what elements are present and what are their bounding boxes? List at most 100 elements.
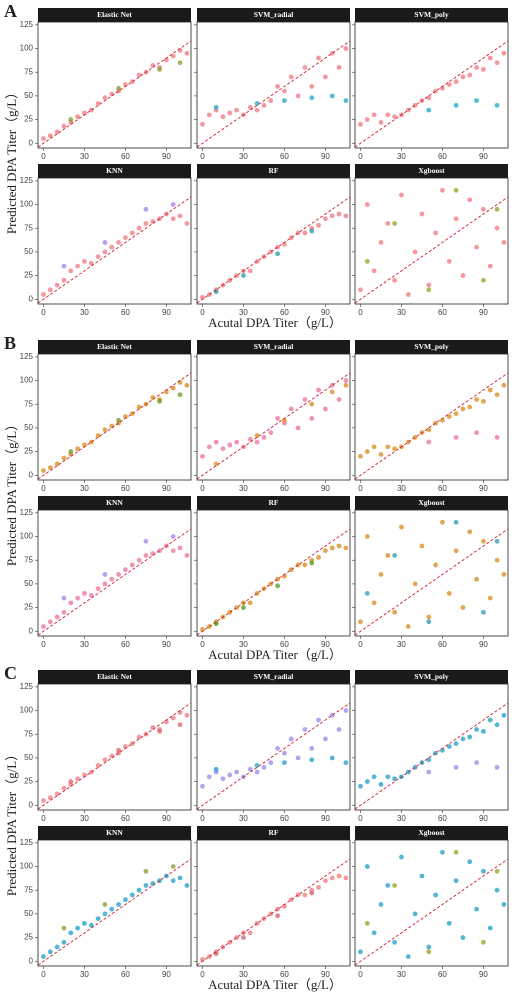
x-tick-label: 90 <box>321 308 330 317</box>
point <box>254 107 260 113</box>
point <box>481 609 486 615</box>
x-axis-label: Acutal DPA Titer（g/L） <box>208 647 342 662</box>
point <box>309 560 315 566</box>
point <box>336 397 342 402</box>
plot-area <box>354 353 509 481</box>
point <box>275 746 280 751</box>
reference-line <box>354 702 509 810</box>
point <box>494 722 500 728</box>
point <box>343 382 349 388</box>
x-tick-label: 60 <box>280 970 289 979</box>
x-tick-label: 0 <box>200 640 205 649</box>
point <box>399 524 404 530</box>
point <box>426 427 432 433</box>
point <box>213 289 219 295</box>
y-tick-label: 50 <box>24 247 33 256</box>
point <box>453 216 459 222</box>
x-tick-label: 60 <box>438 640 447 649</box>
point <box>157 728 162 734</box>
point <box>102 427 108 433</box>
y-tick-label: 75 <box>24 729 33 738</box>
point <box>433 562 438 568</box>
point <box>41 798 46 803</box>
x-tick-label: 30 <box>80 970 89 979</box>
point <box>75 776 81 782</box>
x-tick-label: 0 <box>358 970 363 979</box>
point <box>102 757 108 763</box>
point <box>426 614 432 620</box>
point <box>426 769 432 775</box>
point <box>316 222 321 228</box>
point <box>440 849 445 855</box>
point <box>95 763 101 768</box>
x-tick-label: 60 <box>121 814 130 823</box>
point <box>68 930 74 936</box>
x-tick-label: 30 <box>80 152 89 161</box>
x-tick-label: 30 <box>80 484 89 493</box>
point <box>494 764 500 770</box>
point <box>95 433 101 438</box>
points <box>41 380 190 473</box>
points <box>358 849 507 959</box>
point <box>467 404 473 410</box>
point <box>157 66 162 72</box>
strip <box>355 164 508 178</box>
point <box>261 764 267 770</box>
point <box>184 883 190 888</box>
strip <box>38 340 191 354</box>
point <box>41 136 46 141</box>
strip <box>38 164 191 178</box>
point <box>467 529 473 535</box>
point <box>88 592 94 598</box>
point <box>440 187 445 193</box>
point <box>474 906 479 912</box>
facet-title: KNN <box>106 498 123 507</box>
point <box>494 557 500 563</box>
point <box>385 883 391 888</box>
point <box>309 228 315 234</box>
reference-line <box>37 528 192 636</box>
points <box>200 708 349 789</box>
point <box>336 543 342 549</box>
point <box>116 572 121 577</box>
point <box>206 112 212 118</box>
plot-area <box>196 21 351 149</box>
point <box>433 230 438 236</box>
point <box>261 434 267 440</box>
reference-line <box>37 40 192 148</box>
x-tick-label: 0 <box>358 308 363 317</box>
point <box>220 114 226 120</box>
point <box>61 595 67 601</box>
points <box>200 378 349 467</box>
plot-area <box>37 839 192 967</box>
point <box>227 442 233 448</box>
x-tick-label: 30 <box>239 640 248 649</box>
point <box>474 430 479 436</box>
plot-area <box>354 509 509 637</box>
points <box>200 46 349 127</box>
point <box>41 292 46 297</box>
point <box>501 572 507 577</box>
point <box>268 430 274 436</box>
point <box>426 619 432 625</box>
point <box>116 240 121 245</box>
point <box>123 897 128 903</box>
y-tick-label: 0 <box>29 470 34 479</box>
point <box>61 925 67 931</box>
point <box>358 619 363 625</box>
x-tick-label: 60 <box>438 970 447 979</box>
point <box>206 774 212 780</box>
point <box>170 534 176 539</box>
plot-area <box>196 683 351 811</box>
point <box>143 221 149 226</box>
point <box>136 887 142 893</box>
point <box>75 263 81 269</box>
point <box>54 614 60 620</box>
point <box>343 98 349 104</box>
x-tick-label: 90 <box>479 308 488 317</box>
x-tick-label: 60 <box>280 640 289 649</box>
x-tick-label: 0 <box>358 640 363 649</box>
y-tick-label: 50 <box>24 91 33 100</box>
x-tick-label: 60 <box>280 308 289 317</box>
point <box>371 444 377 450</box>
